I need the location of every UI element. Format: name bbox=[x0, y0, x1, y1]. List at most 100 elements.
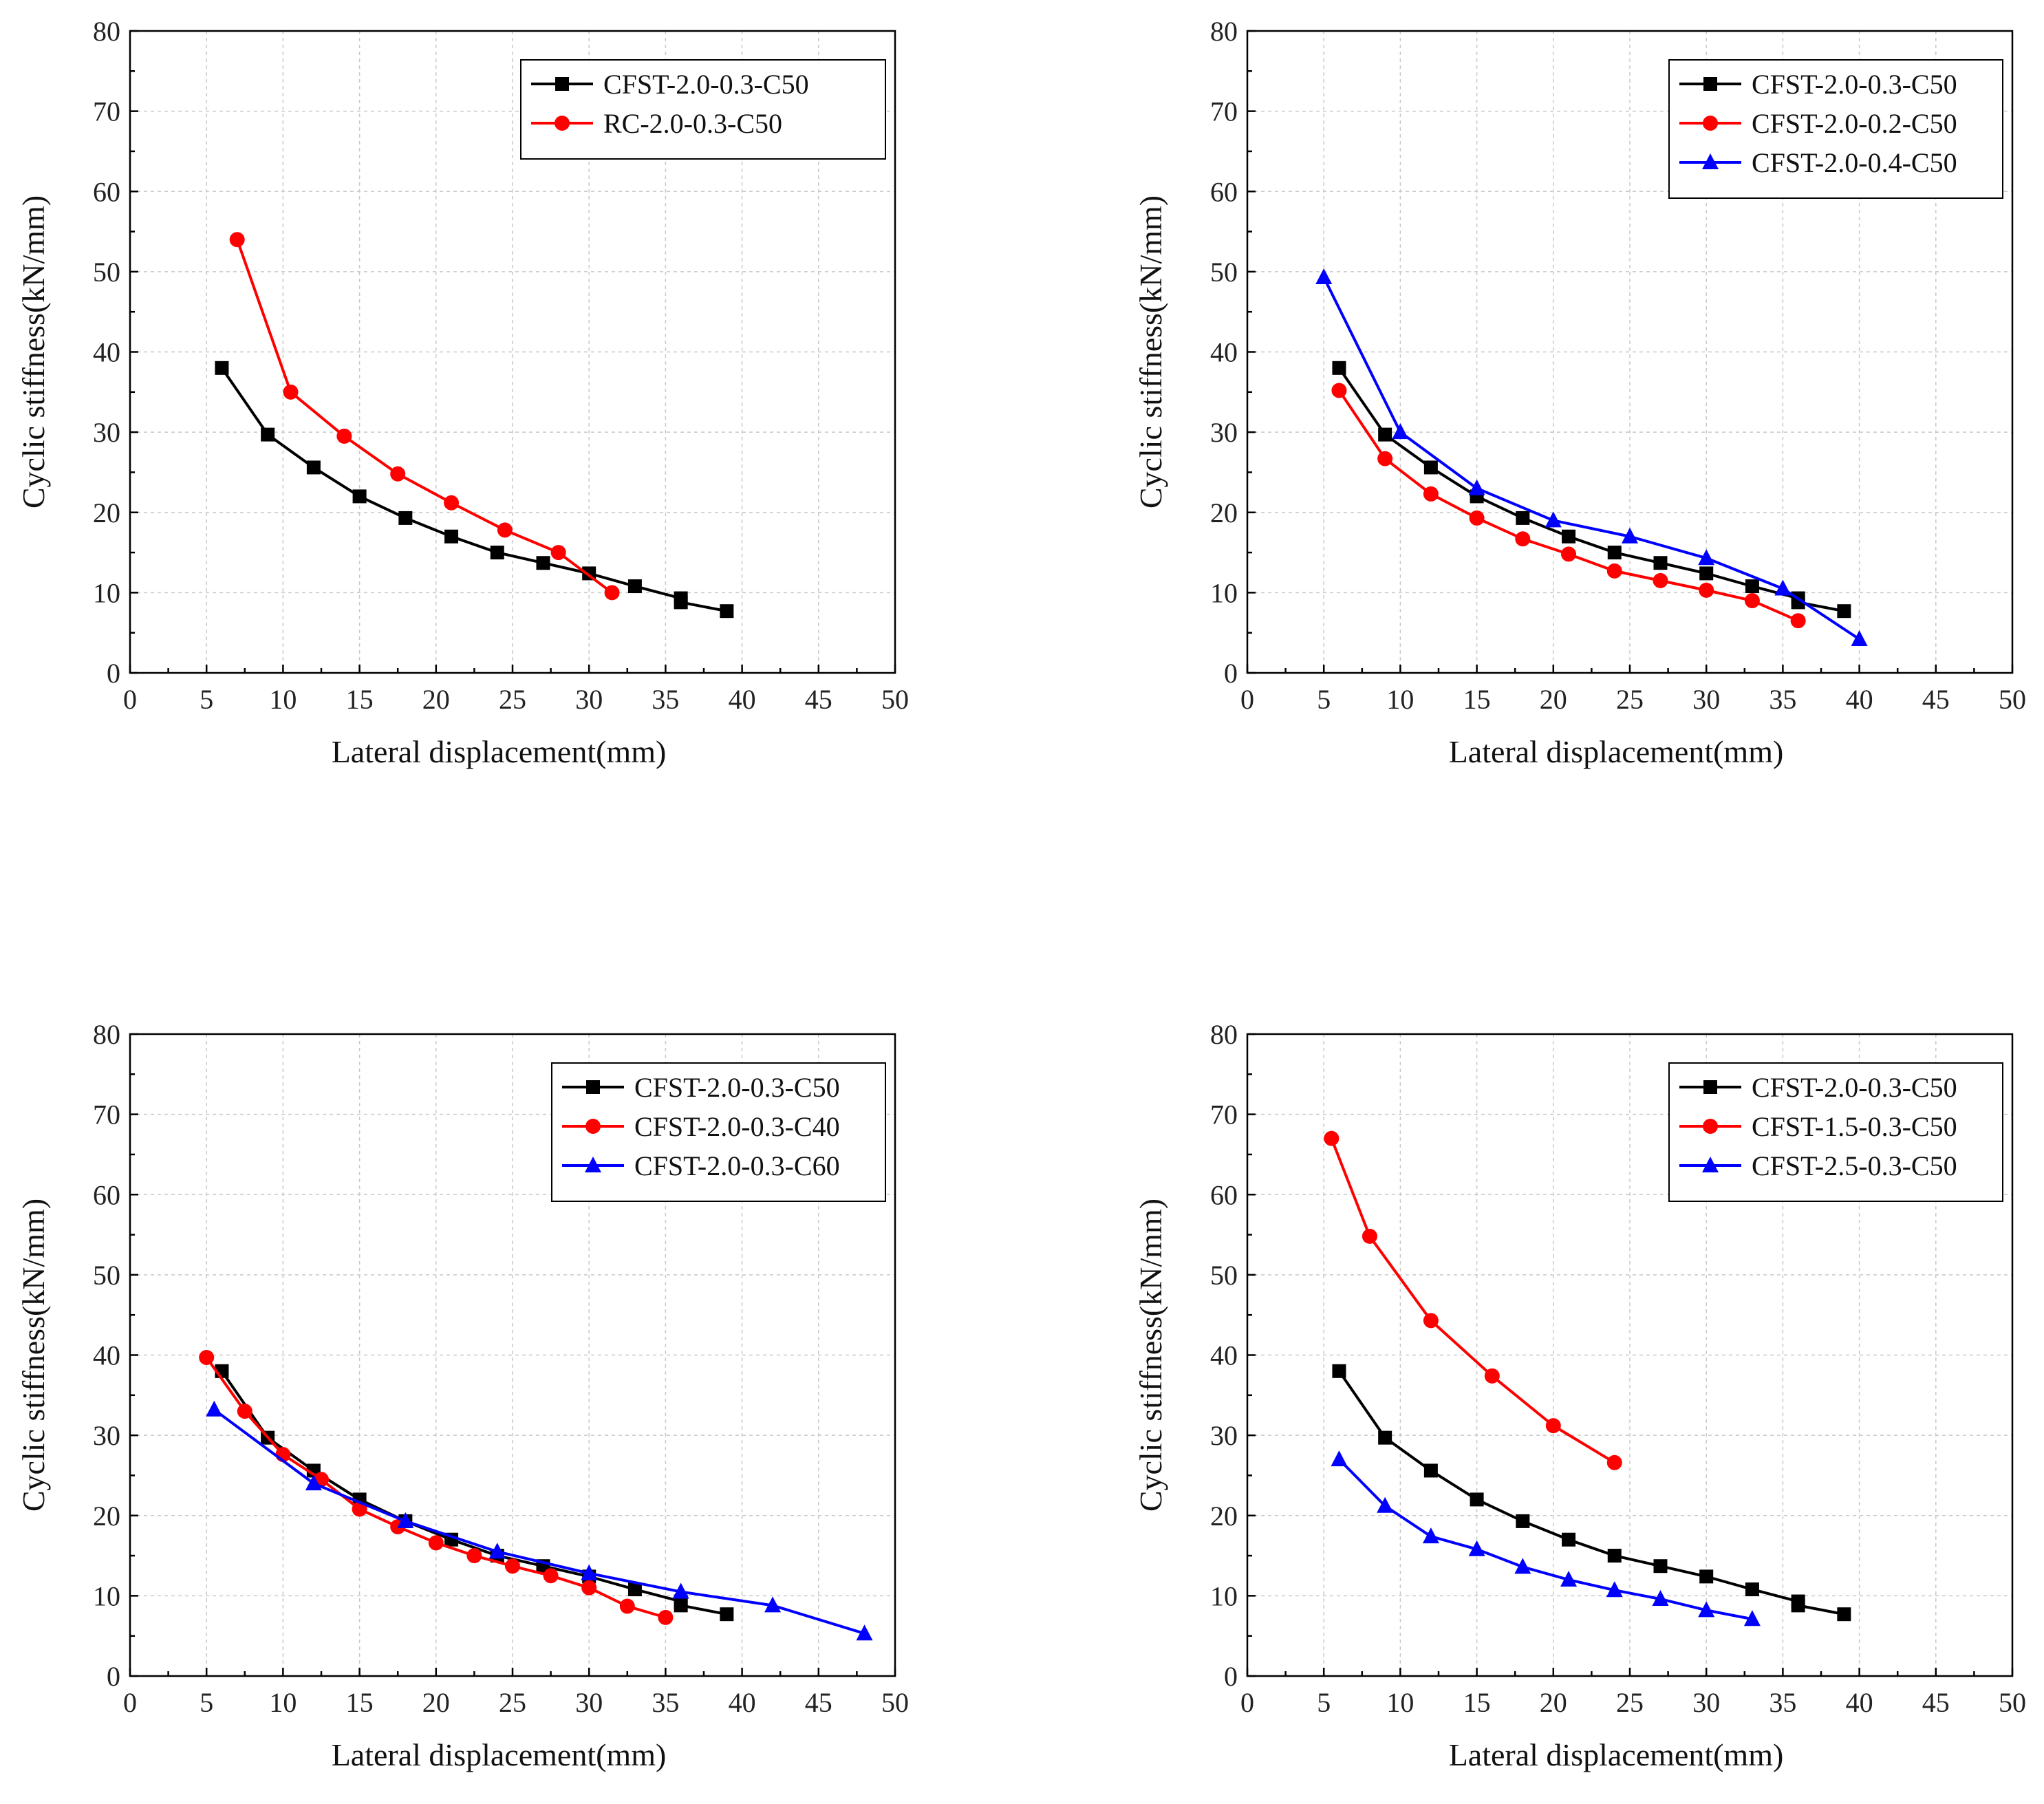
series-CFST-2.0-0.3-C50 bbox=[215, 1364, 734, 1622]
series-line bbox=[1337, 389, 1799, 623]
data-point bbox=[1331, 383, 1347, 398]
legend-item: CFST-1.5-0.3-C50 bbox=[1679, 1111, 1957, 1142]
legend-label: CFST-2.0-0.4-C50 bbox=[1752, 147, 1957, 178]
y-tick-label: 50 bbox=[93, 1260, 120, 1291]
data-point bbox=[581, 1580, 597, 1596]
data-point bbox=[1791, 595, 1805, 610]
legend-item: CFST-2.0-0.3-C50 bbox=[531, 69, 809, 100]
data-point bbox=[1516, 1514, 1530, 1528]
data-point bbox=[390, 466, 406, 482]
x-tick-label: 0 bbox=[1240, 1687, 1254, 1718]
y-tick-label: 40 bbox=[93, 337, 120, 368]
data-point bbox=[627, 579, 642, 594]
data-point bbox=[1332, 1364, 1346, 1378]
data-point bbox=[444, 495, 460, 511]
x-tick-label: 5 bbox=[200, 1687, 213, 1718]
data-point bbox=[1331, 1450, 1348, 1467]
series-RC-2.0-0.3-C50 bbox=[229, 232, 620, 601]
data-point bbox=[428, 1535, 444, 1551]
series-line bbox=[1338, 1458, 1753, 1621]
x-tick-label: 5 bbox=[1317, 1687, 1331, 1718]
x-axis-label: Lateral displacement(mm) bbox=[1449, 734, 1784, 769]
x-tick-label: 15 bbox=[1463, 684, 1491, 715]
x-tick-label: 50 bbox=[1999, 684, 2026, 715]
legend-marker bbox=[1702, 153, 1719, 169]
x-tick-label: 5 bbox=[1317, 684, 1331, 715]
legend-item: CFST-2.0-0.3-C40 bbox=[562, 1111, 840, 1142]
chart-panel-1: 0 5 10 15 20 25 30 35 40 45 50 0 10 20 30 40 50 60 70 80 Lat… bbox=[16, 16, 909, 769]
x-tick-label: 10 bbox=[1386, 684, 1414, 715]
y-tick-label: 20 bbox=[93, 497, 120, 528]
y-tick-label: 30 bbox=[93, 417, 120, 448]
legend: CFST-2.0-0.3-C50 RC-2.0-0.3-C50 bbox=[520, 59, 886, 160]
legend-item: CFST-2.5-0.3-C50 bbox=[1679, 1150, 1957, 1181]
y-tick-label: 20 bbox=[93, 1501, 120, 1532]
x-axis-label: Lateral displacement(mm) bbox=[332, 734, 667, 769]
legend-marker bbox=[585, 1119, 601, 1134]
x-tick-label: 20 bbox=[1540, 1687, 1567, 1718]
data-point bbox=[1515, 531, 1531, 547]
x-tick-label: 40 bbox=[729, 1687, 756, 1718]
legend-marker bbox=[555, 77, 569, 91]
data-point bbox=[764, 1596, 782, 1613]
y-tick-label: 10 bbox=[93, 577, 120, 608]
series-line bbox=[220, 1370, 727, 1616]
data-point bbox=[1423, 1463, 1438, 1478]
y-tick-label: 30 bbox=[1210, 1420, 1238, 1451]
y-tick-label: 0 bbox=[1224, 1661, 1238, 1692]
data-point bbox=[215, 361, 229, 375]
data-point bbox=[1514, 1558, 1531, 1574]
data-point bbox=[1699, 566, 1714, 581]
data-point bbox=[1377, 451, 1393, 466]
x-tick-label: 25 bbox=[1616, 684, 1644, 715]
legend-marker bbox=[1703, 1119, 1718, 1134]
x-tick-label: 0 bbox=[1240, 684, 1254, 715]
legend-item: CFST-2.0-0.3-C60 bbox=[562, 1150, 840, 1181]
y-tick-label: 70 bbox=[1210, 96, 1238, 127]
data-point bbox=[1468, 479, 1485, 495]
x-tick-label: 20 bbox=[422, 684, 450, 715]
legend-item: CFST-2.0-0.2-C50 bbox=[1679, 108, 1957, 139]
chart-panel-4: 0 5 10 15 20 25 30 35 40 45 50 0 10 20 30 40 50 60 70 80 Lat… bbox=[1133, 1019, 2026, 1772]
y-tick-label: 60 bbox=[93, 1179, 120, 1210]
y-tick-label: 50 bbox=[93, 257, 120, 288]
data-point bbox=[1423, 486, 1439, 502]
y-tick-label: 30 bbox=[93, 1420, 120, 1451]
data-point bbox=[1607, 1549, 1622, 1563]
data-point bbox=[1423, 460, 1438, 475]
y-tick-label: 40 bbox=[1210, 1340, 1238, 1371]
x-tick-label: 50 bbox=[881, 1687, 909, 1718]
data-point bbox=[1606, 1581, 1623, 1598]
x-tick-label: 45 bbox=[1922, 1687, 1950, 1718]
data-point bbox=[444, 529, 459, 544]
data-point bbox=[1743, 1610, 1761, 1626]
y-tick-label: 0 bbox=[107, 658, 120, 689]
y-tick-label: 50 bbox=[1210, 1260, 1238, 1291]
data-point bbox=[1837, 1607, 1851, 1622]
series-CFST-2.0-0.3-C50 bbox=[1332, 361, 1851, 619]
legend-marker bbox=[1703, 1080, 1717, 1094]
x-tick-label: 15 bbox=[346, 1687, 374, 1718]
data-point bbox=[466, 1548, 482, 1564]
x-tick-label: 35 bbox=[1769, 1687, 1796, 1718]
y-tick-label: 60 bbox=[1210, 176, 1238, 207]
data-point bbox=[398, 511, 413, 525]
y-tick-label: 80 bbox=[1210, 1019, 1238, 1050]
data-point bbox=[336, 428, 352, 444]
data-point bbox=[306, 460, 321, 475]
data-point bbox=[1324, 1130, 1340, 1146]
data-point bbox=[1378, 427, 1392, 442]
legend-label: CFST-2.0-0.3-C50 bbox=[603, 69, 809, 100]
data-point bbox=[627, 1582, 642, 1597]
x-tick-label: 35 bbox=[652, 684, 679, 715]
legend: CFST-2.0-0.3-C50 CFST-1.5-0.3-C50 CFST-2.5… bbox=[1668, 1062, 2003, 1202]
series-CFST-2.5-0.3-C50 bbox=[1331, 1450, 1761, 1626]
data-point bbox=[1469, 510, 1485, 526]
data-point bbox=[1699, 1569, 1714, 1584]
y-tick-label: 70 bbox=[93, 1099, 120, 1130]
series-line bbox=[235, 239, 613, 594]
legend-label: CFST-2.0-0.3-C60 bbox=[634, 1150, 840, 1181]
y-tick-label: 60 bbox=[1210, 1179, 1238, 1210]
data-point bbox=[550, 545, 566, 561]
data-point bbox=[488, 1543, 506, 1559]
